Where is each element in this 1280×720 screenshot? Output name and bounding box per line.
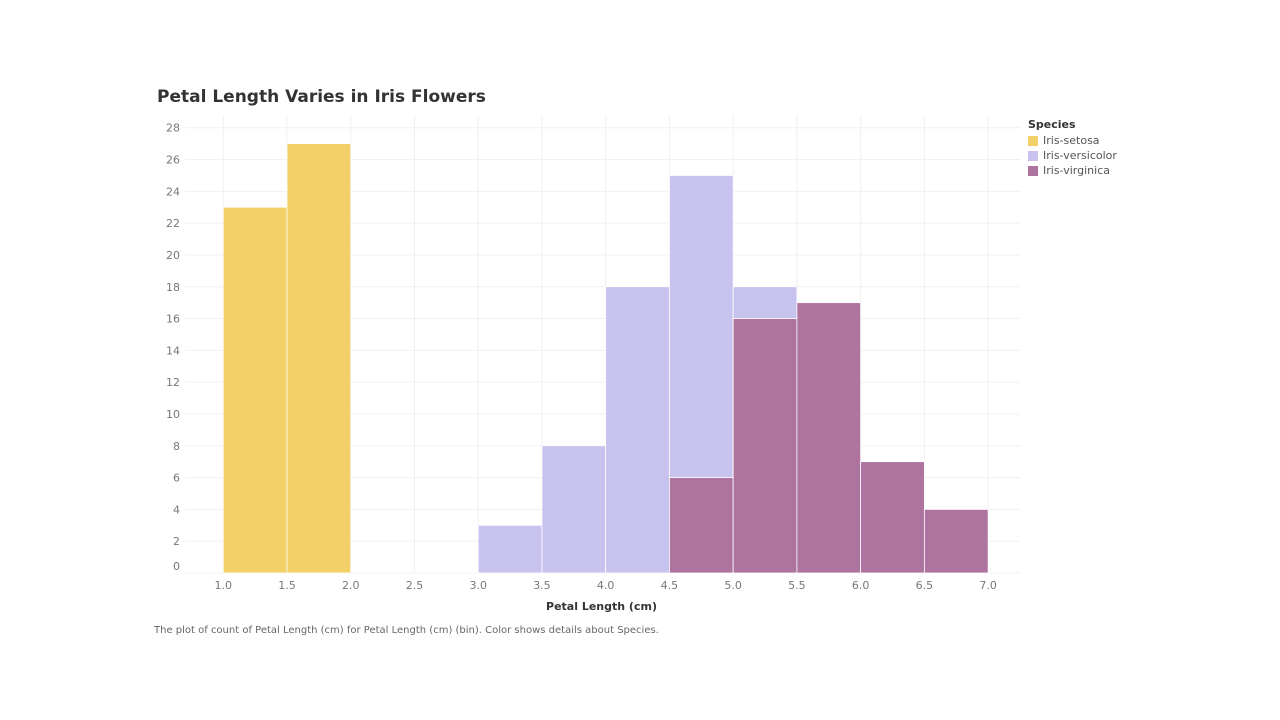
x-tick-label: 4.5 bbox=[661, 579, 679, 592]
y-tick-label: 18 bbox=[166, 281, 180, 294]
legend-item-iris-setosa[interactable]: Iris-setosa bbox=[1028, 133, 1117, 148]
y-tick-label: 0 bbox=[173, 560, 180, 573]
y-tick-label: 8 bbox=[173, 440, 180, 453]
bars bbox=[222, 143, 989, 574]
y-tick-label: 2 bbox=[173, 535, 180, 548]
x-tick-label: 3.5 bbox=[533, 579, 551, 592]
y-tick-label: 22 bbox=[166, 217, 180, 230]
legend-title: Species bbox=[1028, 118, 1076, 131]
y-tick-label: 14 bbox=[166, 344, 180, 357]
x-tick-label: 4.0 bbox=[597, 579, 615, 592]
bar-iris-virginica-6.5[interactable] bbox=[923, 508, 989, 574]
legend-label: Iris-virginica bbox=[1043, 164, 1110, 177]
legend-label: Iris-setosa bbox=[1043, 134, 1100, 147]
y-tick-label: 4 bbox=[173, 503, 180, 516]
bar-iris-virginica-5.5[interactable] bbox=[796, 302, 862, 574]
bar-iris-versicolor-4[interactable] bbox=[605, 286, 670, 574]
legend-items: Iris-setosa Iris-versicolor Iris-virginica bbox=[1028, 133, 1117, 178]
x-axis-ticks: 1.0 1.5 2.0 2.5 3.0 3.5 4.0 4.5 5.0 5.5 6.0 6.5 7.0 bbox=[214, 579, 996, 592]
x-axis-label: Petal Length (cm) bbox=[546, 600, 657, 613]
x-tick-label: 3.0 bbox=[469, 579, 487, 592]
y-tick-label: 16 bbox=[166, 313, 180, 326]
y-tick-label: 6 bbox=[173, 472, 180, 485]
x-tick-label: 2.5 bbox=[406, 579, 424, 592]
x-tick-label: 5.5 bbox=[788, 579, 806, 592]
x-tick-label: 1.0 bbox=[214, 579, 232, 592]
bar-iris-versicolor-3[interactable] bbox=[477, 524, 543, 574]
x-tick-label: 1.5 bbox=[278, 579, 296, 592]
y-tick-label: 10 bbox=[166, 408, 180, 421]
x-tick-label: 5.0 bbox=[724, 579, 742, 592]
legend-swatch bbox=[1028, 135, 1038, 146]
x-tick-label: 7.0 bbox=[979, 579, 997, 592]
bar-iris-versicolor-3.5[interactable] bbox=[541, 445, 607, 574]
legend-item-iris-versicolor[interactable]: Iris-versicolor bbox=[1028, 148, 1117, 163]
legend: Species Iris-setosa Iris-versicolor Iris-v… bbox=[1028, 118, 1117, 178]
x-tick-label: 6.5 bbox=[916, 579, 934, 592]
legend-swatch bbox=[1028, 150, 1038, 161]
chart-title: Petal Length Varies in Iris Flowers bbox=[157, 87, 486, 107]
bar-iris-virginica-6[interactable] bbox=[860, 461, 925, 574]
y-tick-label: 26 bbox=[166, 154, 180, 167]
bar-iris-setosa-1[interactable] bbox=[222, 206, 288, 574]
legend-item-iris-virginica[interactable]: Iris-virginica bbox=[1028, 163, 1117, 178]
y-tick-label: 12 bbox=[166, 376, 180, 389]
bar-iris-setosa-1.5[interactable] bbox=[286, 143, 352, 574]
y-tick-label: 20 bbox=[166, 249, 180, 262]
bar-iris-virginica-4.5[interactable] bbox=[669, 477, 734, 574]
x-tick-label: 6.0 bbox=[852, 579, 870, 592]
legend-label: Iris-versicolor bbox=[1043, 149, 1117, 162]
y-tick-label: 28 bbox=[166, 122, 180, 135]
bar-iris-virginica-5[interactable] bbox=[732, 318, 798, 574]
chart-caption: The plot of count of Petal Length (cm) f… bbox=[154, 625, 659, 636]
y-tick-label: 24 bbox=[166, 185, 180, 198]
legend-swatch bbox=[1028, 165, 1038, 176]
x-tick-label: 2.0 bbox=[342, 579, 360, 592]
